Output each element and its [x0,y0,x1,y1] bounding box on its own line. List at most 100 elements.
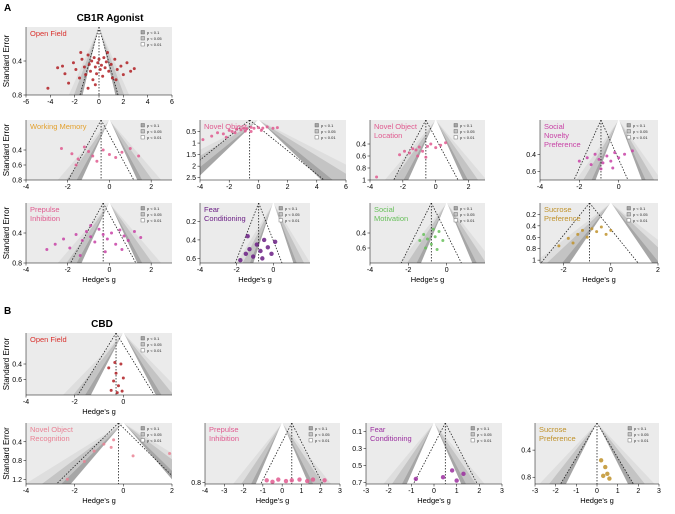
data-point [598,458,604,463]
contour-inner [570,203,652,263]
data-point [126,239,130,242]
x-tick-label: -2 [386,488,392,495]
data-point [247,246,252,252]
x-tick-label: 2 [286,184,290,191]
data-points [577,149,634,171]
data-point [243,129,247,133]
contour-inner [91,333,156,395]
x-tick-label: -4 [367,267,373,274]
funnel-dotted-left [260,423,293,484]
x-axis-title: Hedge's g [82,496,116,505]
legend-swatch [140,342,145,347]
legend-swatch [140,336,145,341]
funnel-dotted-right [102,203,137,263]
data-point [580,228,584,232]
legend-label: p < 0.1 [460,123,473,128]
x-axis: -4 -2 0 [537,179,658,191]
legend-label: p < 0.01 [147,348,162,353]
contour-inner [407,423,461,484]
data-point [53,242,57,246]
data-point [611,166,615,170]
data-point [414,148,418,152]
data-points [413,468,466,483]
legend-swatch [626,212,631,217]
data-point [429,142,433,146]
legend-label: p < 0.1 [285,206,298,211]
funnel-contours [573,120,658,180]
x-tick-label: -1 [408,488,414,495]
y-axis: 0.1 0.3 0.5 0.7 [352,423,367,487]
data-point [429,242,433,246]
legend-swatch [140,212,145,217]
y-tick-label: 0.6 [12,377,22,384]
funnel-contours [540,203,658,263]
contour-edge-right [272,203,294,263]
x-axis: -4 -2 0 2 [23,179,172,191]
x-tick-label: 0 [595,488,599,495]
legend: p < 0.1p < 0.05p < 0.01 [314,123,336,140]
section-b-title: CBD [91,319,113,330]
x-tick-label: -1 [260,488,266,495]
funnel-dotted-left [573,120,602,180]
legend-label: p < 0.1 [147,123,160,128]
data-point [76,157,80,161]
x-tick-label: 0 [609,267,613,274]
legend-label: p < 0.01 [633,218,648,223]
data-point [216,131,220,135]
funnel-dotted-right [444,423,478,484]
data-point [283,478,289,484]
y-axis: 0.4 0.8 [12,27,27,100]
legend-swatch [140,426,145,431]
contour-edge-right [109,120,138,180]
data-point [86,86,90,90]
legend-label: p < 0.01 [285,218,300,223]
legend-swatch [453,212,458,217]
data-point [122,234,126,238]
legend-label: p < 0.01 [147,135,162,140]
legend: p < 0.1p < 0.05p < 0.01 [626,206,648,223]
legend-swatch [470,438,475,443]
data-point [107,69,111,73]
panel-title-line: Conditioning [204,214,246,223]
data-point [426,237,429,241]
y-tick-label: 0.4 [356,231,366,238]
data-point [74,233,78,236]
data-point [68,246,72,250]
data-point [431,227,435,231]
x-tick-label: -2 [65,267,71,274]
data-point [82,459,86,463]
legend-swatch [626,135,631,140]
data-point [269,251,274,256]
legend-label: p < 0.01 [315,438,330,443]
data-point [435,248,439,251]
legend-swatch [453,123,458,128]
funnel-contours [384,120,485,180]
x-tick-label: -4 [47,99,53,106]
x-tick-label: 4 [146,99,150,106]
panel-title-line: Preference [544,140,581,149]
legend-swatch [626,218,631,223]
data-point [461,471,466,477]
data-point [444,141,448,145]
data-point [71,61,75,65]
legend-swatch [140,438,145,443]
data-point [224,135,228,139]
contour-edge-left [253,203,274,263]
data-point [289,478,294,483]
data-point [110,231,114,235]
y-tick-label: 1.2 [12,477,22,484]
legend: p < 0.1p < 0.05p < 0.01 [627,426,649,443]
data-point [585,156,589,160]
x-axis: -3 -2 -1 0 1 2 3 [363,483,504,495]
funnel-dotted-left [68,120,102,180]
y-tick-label: 1 [192,141,196,148]
x-tick-label: 0 [280,488,284,495]
contour-edge-left [200,120,259,177]
data-point [260,256,265,261]
data-point [119,362,123,366]
data-point [557,244,561,248]
y-axis: 0.4 0.8 1.2 [12,423,27,484]
